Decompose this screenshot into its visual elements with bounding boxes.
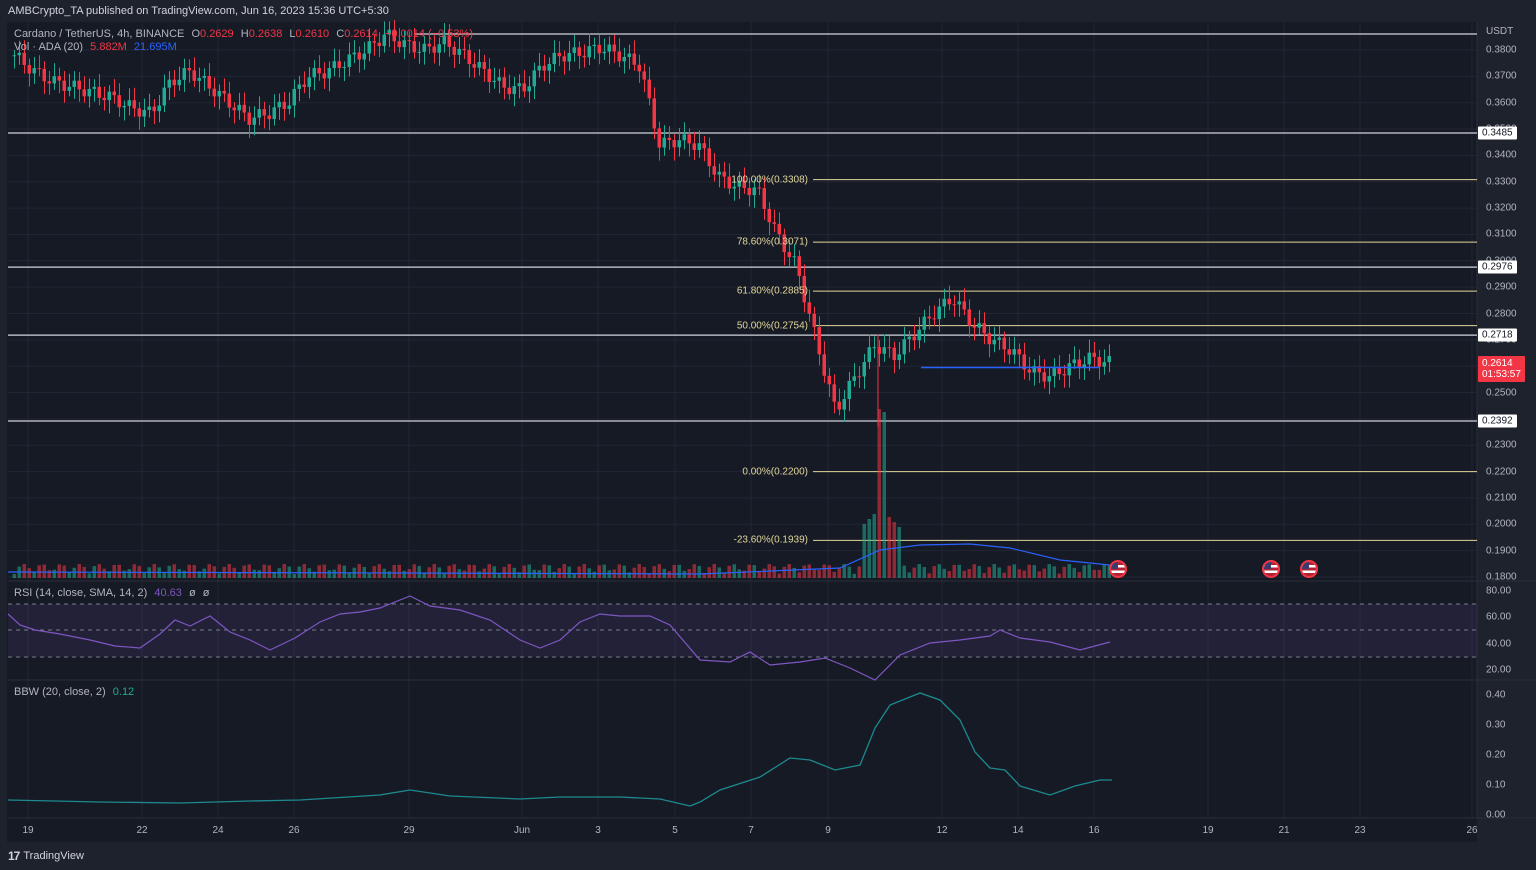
bbw-value: 0.12: [112, 686, 135, 698]
fib-level-label: 61.80%(0.2885): [736, 285, 808, 297]
us-flag-event-icon[interactable]: [1300, 560, 1318, 578]
published-by: AMBCrypto_TA published on TradingView.co…: [8, 5, 389, 17]
level-price-tag: 0.3485: [1478, 126, 1517, 140]
time-tick: 3: [595, 825, 601, 836]
time-tick: 21: [1278, 825, 1290, 836]
price-tick: 0.3200: [1486, 202, 1517, 214]
price-tick: 0.3300: [1486, 176, 1517, 188]
price-tick: 0.3400: [1486, 149, 1517, 161]
bbw-tick: 0.40: [1486, 689, 1506, 701]
currency-label: USDT: [1486, 26, 1514, 37]
low-value: 0.2610: [295, 28, 330, 40]
time-tick: 5: [672, 825, 678, 836]
rsi-tick: 80.00: [1486, 585, 1512, 597]
volume-legend: Vol · ADA (20) 5.882M 21.695M: [14, 41, 181, 53]
level-price-tag: 0.2718: [1478, 328, 1517, 342]
rsi-legend: RSI (14, close, SMA, 14, 2) 40.63 ø ø: [14, 587, 210, 599]
close-value: 0.2614: [344, 28, 378, 40]
time-tick: 26: [288, 825, 300, 836]
price-tick: 0.2500: [1486, 387, 1517, 399]
level-price-tag: 0.2976: [1478, 260, 1517, 274]
bbw-tick: 0.30: [1486, 719, 1506, 731]
fib-level-label: 0.00%(0.2200): [742, 466, 808, 478]
time-tick: 9: [825, 825, 831, 836]
fib-level-label: 50.00%(0.2754): [736, 320, 808, 332]
price-tick: 0.2100: [1486, 492, 1517, 504]
us-flag-event-icon[interactable]: [1109, 560, 1127, 578]
time-tick: 14: [1012, 825, 1024, 836]
volume-label[interactable]: Vol · ADA (20): [14, 41, 84, 53]
rsi-tick: 20.00: [1486, 664, 1512, 676]
price-tick: 0.1900: [1486, 545, 1517, 557]
price-tick: 0.2200: [1486, 466, 1517, 478]
time-tick: 12: [936, 825, 948, 836]
symbol-legend: Cardano / TetherUS, 4h, BINANCE O0.2629 …: [14, 28, 473, 40]
time-tick: 26: [1466, 825, 1478, 836]
time-tick: 19: [22, 825, 34, 836]
time-tick: 29: [403, 825, 415, 836]
level-price-tag: 0.2392: [1478, 414, 1517, 428]
tradingview-logo[interactable]: 17 TradingView: [8, 849, 84, 863]
bbw-legend: BBW (20, close, 2) 0.12: [14, 686, 138, 698]
time-tick: 7: [748, 825, 754, 836]
bbw-tick: 0.20: [1486, 749, 1506, 761]
price-tick: 0.2300: [1486, 439, 1517, 451]
price-tick: 0.2000: [1486, 518, 1517, 530]
time-tick: 24: [212, 825, 224, 836]
rsi-value: 40.63: [154, 587, 182, 599]
price-tick: 0.3600: [1486, 97, 1517, 109]
price-tick: 0.1800: [1486, 571, 1517, 583]
time-tick: 16: [1088, 825, 1100, 836]
time-tick: 23: [1354, 825, 1366, 836]
rsi-tick: 60.00: [1486, 611, 1512, 623]
time-tick: Jun: [513, 825, 531, 836]
fib-level-label: -23.60%(0.1939): [733, 534, 809, 546]
bbw-label[interactable]: BBW (20, close, 2): [14, 686, 106, 698]
last-price-tag: 0.2614 01:53:57: [1478, 356, 1525, 382]
bar-countdown: 01:53:57: [1482, 369, 1521, 380]
high-value: 0.2638: [248, 28, 283, 40]
change-value: −0.0014 (−0.53%): [384, 28, 473, 40]
rsi-tick: 40.00: [1486, 638, 1512, 650]
price-tick: 0.3800: [1486, 44, 1517, 56]
bbw-tick: 0.10: [1486, 779, 1506, 791]
bbw-tick: 0.00: [1486, 809, 1506, 821]
rsi-label[interactable]: RSI (14, close, SMA, 14, 2): [14, 587, 148, 599]
symbol-title[interactable]: Cardano / TetherUS, 4h, BINANCE: [14, 28, 185, 40]
price-tick: 0.2800: [1486, 308, 1517, 319]
price-tick: 0.2900: [1486, 281, 1517, 293]
price-tick: 0.3700: [1486, 70, 1517, 82]
time-tick: 22: [136, 825, 148, 836]
price-tick: 0.3100: [1486, 228, 1517, 240]
open-value: 0.2629: [200, 28, 234, 40]
volume-value: 5.882M: [90, 41, 127, 53]
us-flag-event-icon[interactable]: [1262, 560, 1280, 578]
chart-frame: [7, 22, 1477, 842]
tradingview-mark-icon: 17: [8, 849, 20, 863]
fib-level-label: 100.00%(0.3308): [731, 174, 808, 186]
time-tick: 19: [1202, 825, 1214, 836]
volume-ma-value: 21.695M: [133, 41, 177, 53]
fib-level-label: 78.60%(0.3071): [736, 236, 808, 248]
